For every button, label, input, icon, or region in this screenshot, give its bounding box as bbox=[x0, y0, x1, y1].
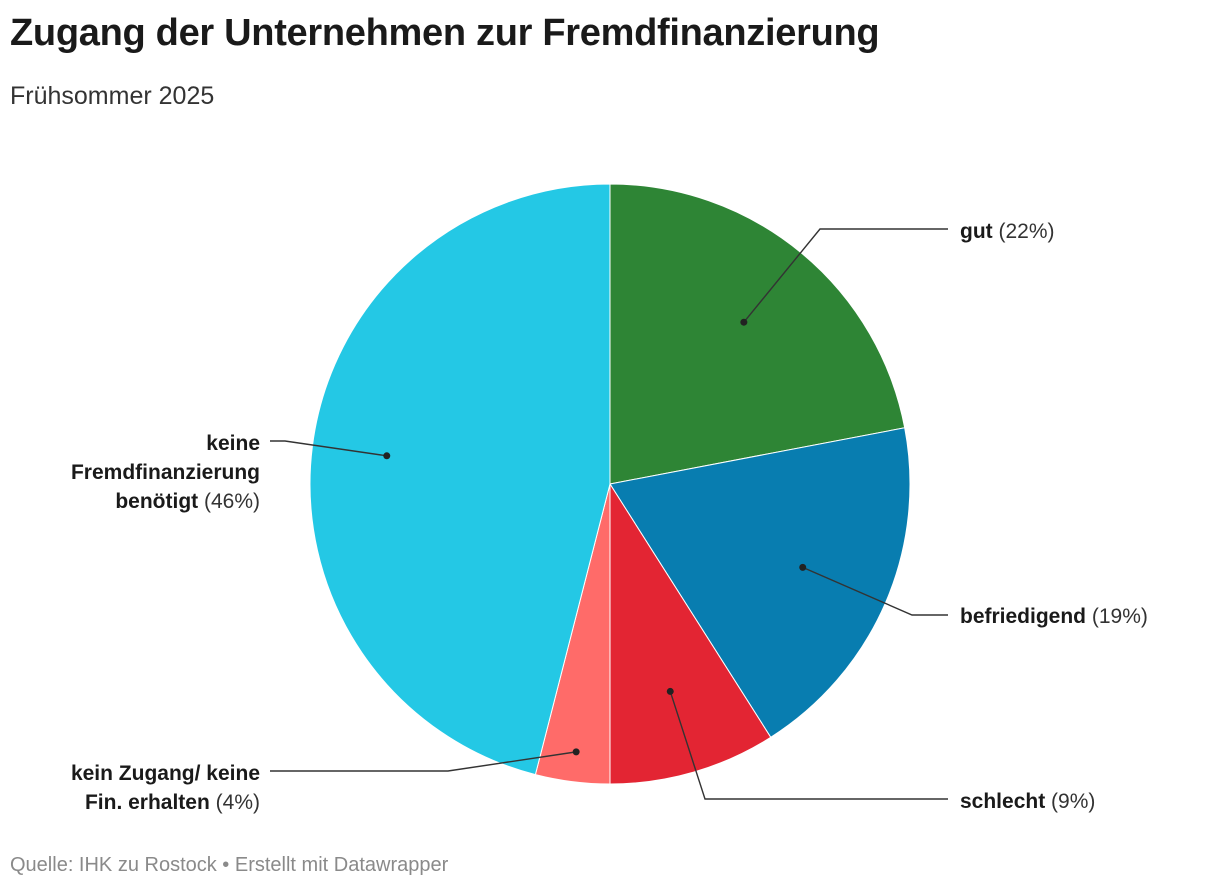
chart-subtitle: Frühsommer 2025 bbox=[10, 82, 215, 110]
slice-label: Fremdfinanzierung bbox=[71, 461, 260, 484]
leader-dot bbox=[740, 318, 748, 326]
leader-line bbox=[270, 440, 387, 457]
slice-label: befriedigend (19%) bbox=[960, 605, 1148, 628]
slice-label: benötigt (46%) bbox=[115, 490, 260, 513]
chart-title: Zugang der Unternehmen zur Fremdfinanzie… bbox=[10, 12, 880, 54]
slice-percent: (22%) bbox=[993, 220, 1055, 243]
slice-label: gut (22%) bbox=[960, 220, 1055, 243]
leader-line bbox=[743, 228, 948, 323]
slice-percent: (4%) bbox=[210, 791, 260, 814]
slice-label: keine bbox=[206, 432, 260, 455]
slice-percent: (19%) bbox=[1086, 605, 1148, 628]
pie-slice-schlecht bbox=[609, 482, 772, 785]
slice-labels: gut (22%) befriedigend (19%) schlecht (9%)… bbox=[71, 220, 1148, 814]
pie-slices bbox=[309, 183, 911, 785]
label-leaders bbox=[270, 228, 948, 800]
slice-label: schlecht (9%) bbox=[960, 790, 1095, 813]
slice-percent: (9%) bbox=[1045, 790, 1095, 813]
slice-label: kein Zugang/ keine bbox=[71, 762, 260, 785]
leader-dot bbox=[572, 748, 580, 756]
leader-line bbox=[270, 751, 577, 772]
slice-percent: (46%) bbox=[198, 490, 260, 513]
source-footer: Quelle: IHK zu Rostock • Erstellt mit Da… bbox=[10, 854, 449, 876]
pie-slice-keine-fremdfinanzierung-benötigt bbox=[309, 183, 611, 776]
leader-dot bbox=[383, 452, 391, 460]
slice-label: Fin. erhalten (4%) bbox=[85, 791, 260, 814]
leader-line bbox=[669, 691, 948, 800]
leader-line bbox=[802, 566, 948, 616]
leader-dot bbox=[666, 687, 674, 695]
leader-dot bbox=[799, 563, 807, 571]
